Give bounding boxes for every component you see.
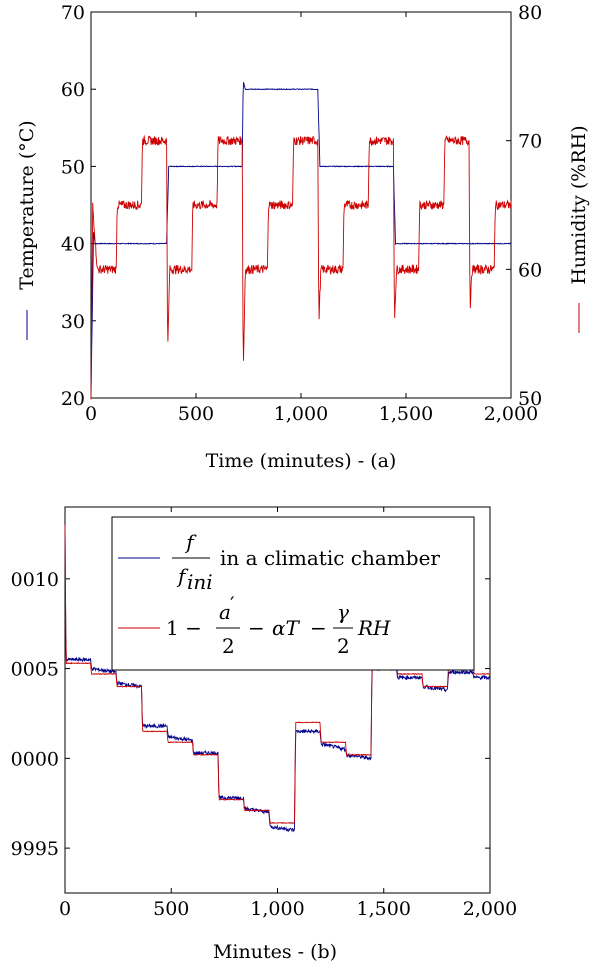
legend-box: [111, 516, 475, 671]
chart-b-x-tick-label: 1,000: [250, 898, 304, 920]
chart-a-y-tick-label: 70: [61, 2, 85, 24]
chart-b-model-line: [64, 524, 490, 824]
chart-b-measured-line: [64, 524, 491, 833]
legend-gamma: γ: [337, 600, 349, 624]
legend-minus-1: −: [248, 616, 265, 640]
chart-a-x-tick-label: 500: [178, 403, 214, 425]
chart-b-x-tick-label: 1,500: [357, 898, 411, 920]
legend-f-subscript: ini: [187, 570, 213, 594]
chart-a-y2-tick-label: 50: [518, 388, 542, 410]
chart-a-series: [90, 82, 512, 400]
chart-a-frame: [90, 11, 512, 399]
chart-a-y2-ticks: 50 60 70 80: [506, 2, 542, 410]
chart-a-y2-label-group: Humidity (%RH): [568, 125, 590, 333]
chart-a-y-tick-label: 30: [61, 311, 85, 333]
chart-a-y2-label: Humidity (%RH): [568, 125, 590, 284]
chart-a-y2-tick-label: 60: [518, 259, 542, 281]
legend-two-1: 2: [222, 634, 235, 658]
legend-two-2: 2: [337, 634, 350, 658]
chart-a-x-tick-label: 2,000: [484, 403, 538, 425]
chart-b-x-tick-label: 2,000: [463, 898, 517, 920]
chart-a-temperature-line: [90, 82, 512, 399]
legend-rh: RH: [357, 616, 391, 640]
legend-formula-model: 1 − a ′ 2 − αT − γ 2 RH: [166, 592, 391, 658]
chart-b-x-ticks: 0 500 1,000 1,500 2,000: [59, 507, 517, 920]
chart-b-y-tick-label: 9995: [11, 838, 59, 860]
chart-a-y-ticks: 20 30 40 50 60 70: [61, 2, 96, 410]
chart-b-y-tick-label: 0000: [11, 748, 59, 770]
chart-a-y-label: Temperature (°C): [16, 120, 38, 289]
chart-b-series: [64, 524, 491, 833]
chart-a-y2-tick-label: 70: [518, 131, 542, 153]
chart-a-x-label: Time (minutes) - (a): [206, 450, 397, 472]
chart-a-x-tick-label: 1,000: [274, 403, 328, 425]
chart-b-y-ticks: 9995 0000 0005 0010: [11, 569, 490, 860]
chart-a-humidity-line: [90, 134, 512, 400]
chart-a-x-ticks: 0 500 1,000 1,500 2,000: [85, 12, 538, 425]
chart-b-x-tick-label: 500: [153, 898, 189, 920]
chart-a-x-tick-label: 0: [85, 403, 97, 425]
chart-b-legend: f f ini in a climatic chamber 1 − a ′ 2 …: [111, 516, 475, 671]
chart-a-y-tick-label: 50: [61, 156, 85, 178]
chart-b-y-tick-label: 0005: [11, 659, 59, 681]
chart-b-x-label: Minutes - (b): [213, 941, 337, 963]
chart-a-y-tick-label: 20: [61, 388, 85, 410]
chart-a: 0 500 1,000 1,500 2,000 20 30 40 50 60 70 50 60 70 8…: [16, 2, 590, 472]
chart-b-y-tick-label: 0010: [11, 569, 59, 591]
legend-prime: ′: [230, 592, 235, 616]
chart-a-y-label-group: Temperature (°C): [16, 120, 38, 340]
legend-entry-1-label: in a climatic chamber: [220, 546, 440, 570]
chart-a-x-tick-label: 1,500: [379, 403, 433, 425]
chart-b: 0 500 1,000 1,500 2,000 9995 0000 0005 0010 Min…: [11, 506, 517, 963]
chart-a-y-tick-label: 60: [61, 79, 85, 101]
legend-entry-2-label: 1 −: [166, 616, 202, 640]
chart-b-x-tick-label: 0: [59, 898, 71, 920]
legend-a-prime: a: [219, 600, 231, 624]
legend-minus-2: −: [310, 616, 327, 640]
chart-a-y2-tick-label: 80: [518, 2, 542, 24]
legend-alpha-t: αT: [272, 616, 301, 640]
chart-a-y-tick-label: 40: [61, 234, 85, 256]
